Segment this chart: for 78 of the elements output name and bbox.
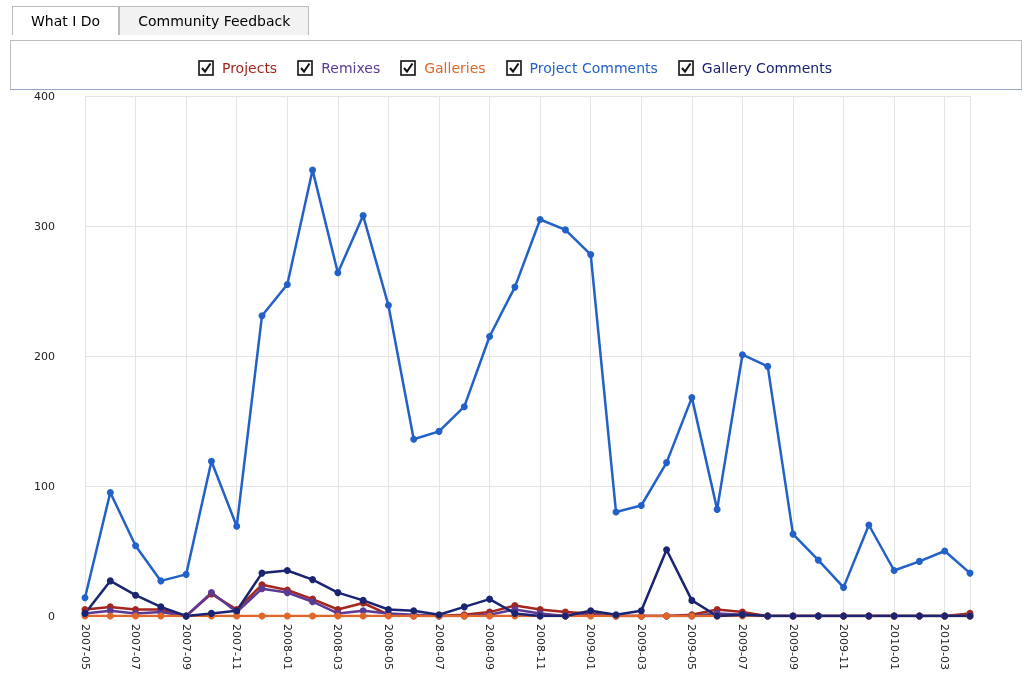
point	[410, 435, 418, 443]
point	[106, 489, 114, 496]
point	[283, 281, 291, 288]
point	[637, 502, 645, 509]
x-tick-label: 2008-11	[533, 624, 547, 670]
point	[435, 427, 443, 435]
text: Community Feedback	[119, 6, 310, 35]
y-tick-label: 400	[34, 89, 55, 103]
x-tick-label: 2009-11	[837, 624, 851, 670]
point	[460, 403, 468, 411]
x-tick-label: 2008-03	[331, 624, 345, 670]
point	[132, 591, 140, 599]
point	[460, 603, 468, 611]
point	[486, 333, 494, 340]
point	[764, 362, 772, 370]
point	[384, 606, 392, 613]
point	[283, 567, 291, 574]
point	[283, 612, 291, 620]
point	[663, 459, 671, 467]
point	[309, 166, 317, 174]
text: Galleries	[424, 60, 486, 76]
point	[536, 216, 544, 223]
point	[106, 577, 114, 585]
point	[309, 576, 317, 584]
x-tick-label: 2009-05	[685, 624, 699, 670]
point	[486, 595, 494, 603]
x-tick-label: 2009-03	[634, 624, 648, 670]
point	[713, 505, 721, 513]
text: Remixes	[321, 60, 381, 76]
x-tick-label: 2007-05	[78, 624, 92, 670]
point	[840, 583, 848, 591]
point	[637, 607, 645, 615]
point	[384, 301, 392, 309]
point	[814, 556, 822, 564]
x-tick-label: 2010-01	[887, 624, 901, 670]
y-tick-label: 200	[34, 349, 55, 363]
point	[258, 585, 266, 593]
point	[738, 351, 746, 359]
x-tick-label: 2009-07	[735, 624, 749, 670]
point	[410, 607, 418, 615]
point	[334, 269, 342, 277]
point	[106, 612, 114, 620]
y-tick-label: 0	[48, 609, 55, 623]
x-tick-label: 2009-09	[786, 624, 800, 670]
point	[890, 567, 898, 574]
y-tick-label: 300	[34, 219, 55, 233]
point	[915, 557, 923, 565]
x-tick-label: 2007-11	[230, 624, 244, 670]
x-tick-label: 2007-07	[129, 624, 143, 670]
x-tick-label: 2007-09	[179, 624, 193, 670]
point	[511, 283, 519, 291]
point	[233, 522, 241, 530]
point	[132, 542, 140, 550]
point	[334, 589, 342, 597]
point	[561, 226, 569, 234]
point	[157, 577, 165, 585]
point	[309, 612, 317, 620]
point	[207, 457, 215, 465]
y-tick-label: 100	[34, 479, 55, 493]
text: What I Do	[12, 6, 120, 35]
point	[941, 547, 949, 555]
x-tick-label: 2008-05	[381, 624, 395, 670]
x-tick-label: 2010-03	[938, 624, 952, 670]
text: Project Comments	[529, 60, 658, 76]
x-tick-label: 2009-01	[584, 624, 598, 670]
text: Gallery Comments	[701, 60, 833, 76]
point	[587, 251, 595, 259]
point	[81, 594, 89, 602]
x-tick-label: 2008-09	[483, 624, 497, 670]
point	[359, 212, 367, 220]
point	[182, 570, 190, 578]
x-tick-label: 2008-01	[280, 624, 294, 670]
point	[663, 546, 671, 554]
point	[688, 596, 696, 604]
point	[688, 394, 696, 402]
text: Projects	[221, 60, 278, 76]
x-tick-label: 2008-07	[432, 624, 446, 670]
point	[258, 312, 266, 320]
